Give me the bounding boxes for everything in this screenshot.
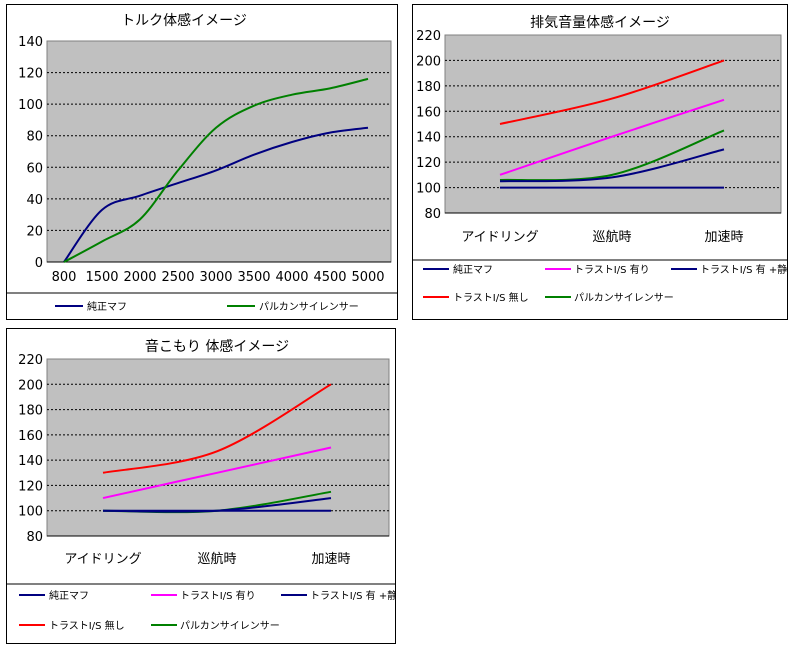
chart-title: トルク体感イメージ <box>121 12 247 29</box>
muffled-sound-chart: 音こもり 体感イメージ 80 100 120 140 160 180 200 220 アイドリ… <box>7 338 437 632</box>
x-tick-label: 3000 <box>199 270 232 285</box>
y-tick-label: 160 <box>18 429 43 444</box>
y-tick-labels: 80 100 120 140 160 180 200 220 <box>18 353 43 545</box>
chart-title: 排気音量体感イメージ <box>530 14 670 31</box>
legend-label-parcan: パルカンサイレンサー <box>180 620 280 632</box>
series-line <box>102 383 332 474</box>
x-tick-label: 巡航時 <box>592 229 631 245</box>
x-tick-label: 4000 <box>275 270 308 285</box>
y-tick-label: 100 <box>416 182 441 197</box>
torque-chart-panel: トルク体感イメージ 0 20 40 60 80 100 120 140 800 1500 2000… <box>6 4 398 320</box>
x-tick-label: 2500 <box>161 270 194 285</box>
muffled-sound-chart-panel: 音こもり 体感イメージ 80 100 120 140 160 180 200 220 アイドリ… <box>6 328 437 644</box>
legend-label-parcan: パルカンサイレンサー <box>259 301 359 313</box>
x-tick-labels: 800 1500 2000 2500 3000 3500 4000 4500 5000 <box>52 270 385 285</box>
x-tick-label: 3500 <box>237 270 270 285</box>
series-lines <box>102 383 332 514</box>
legend-label-trust-ari: トラストI/S 有り <box>574 263 650 276</box>
series-line <box>499 98 725 176</box>
x-tick-label: 1500 <box>85 270 118 285</box>
gridlines <box>47 72 391 263</box>
x-tick-label: 加速時 <box>704 230 743 245</box>
series-lines <box>499 59 725 189</box>
y-tick-label: 180 <box>18 404 43 419</box>
plot-area <box>46 358 390 537</box>
x-tick-label: アイドリング <box>461 230 538 245</box>
y-tick-label: 180 <box>416 80 441 95</box>
y-tick-label: 0 <box>35 256 43 271</box>
series-line <box>63 77 369 263</box>
x-tick-label: アイドリング <box>64 552 141 567</box>
x-tick-label: 2000 <box>123 270 156 285</box>
y-tick-label: 200 <box>416 54 441 69</box>
y-tick-label: 100 <box>18 98 43 113</box>
y-tick-label: 140 <box>416 131 441 146</box>
series-line <box>499 59 725 125</box>
y-tick-label: 100 <box>18 505 43 520</box>
exhaust-volume-chart: 排気音量体感イメージ 80 100 120 140 160 180 200 220 アイドリン… <box>413 14 792 304</box>
legend-label-trust-ari: トラストI/S 有り <box>180 589 256 602</box>
legend: 純正マフ パルカンサイレンサー <box>55 300 359 313</box>
x-tick-label: 5000 <box>351 270 384 285</box>
y-tick-label: 140 <box>18 454 43 469</box>
x-tick-label: 加速時 <box>311 552 350 567</box>
y-tick-label: 120 <box>416 156 441 171</box>
plot-area <box>444 34 782 214</box>
series-line <box>102 497 332 513</box>
torque-chart: トルク体感イメージ 0 20 40 60 80 100 120 140 800 1500 2000… <box>7 12 397 313</box>
legend: 純正マフ トラストI/S 有り トラストI/S 有 +静音パイプ トラストI/S… <box>19 589 437 632</box>
legend-label-trust-nashi: トラストI/S 無し <box>49 619 125 632</box>
legend-label-trust-nashi: トラストI/S 無し <box>453 291 529 304</box>
y-tick-label: 120 <box>18 479 43 494</box>
gridlines <box>47 383 389 537</box>
plot-area <box>46 40 392 263</box>
chart-title: 音こもり 体感イメージ <box>145 338 289 355</box>
y-tick-label: 140 <box>18 35 43 50</box>
y-tick-label: 20 <box>26 224 43 239</box>
x-tick-label: 4500 <box>313 270 346 285</box>
x-category-labels: アイドリング 巡航時 加速時 <box>461 229 743 245</box>
y-tick-label: 160 <box>416 105 441 120</box>
legend-label-jyunsei: 純正マフ <box>49 589 89 602</box>
legend-label-parcan: パルカンサイレンサー <box>574 292 674 304</box>
legend-label-jyunsei: 純正マフ <box>453 263 493 276</box>
y-tick-label: 220 <box>416 29 441 44</box>
exhaust-volume-chart-panel: 排気音量体感イメージ 80 100 120 140 160 180 200 220 アイドリン… <box>412 4 792 320</box>
y-tick-label: 60 <box>26 161 43 176</box>
series-line <box>499 148 725 183</box>
y-tick-label: 200 <box>18 378 43 393</box>
series-line <box>499 129 725 182</box>
series-lines <box>63 77 369 263</box>
y-tick-label: 80 <box>424 207 441 222</box>
series-line <box>63 126 369 263</box>
legend-label-jyunsei: 純正マフ <box>87 300 127 313</box>
y-tick-label: 40 <box>26 193 43 208</box>
legend-label-trust-pipe: トラストI/S 有 +静音パイプ <box>310 589 395 602</box>
y-tick-labels: 0 20 40 60 80 100 120 140 <box>18 35 43 271</box>
y-tick-label: 220 <box>18 353 43 368</box>
y-tick-label: 120 <box>18 67 43 82</box>
legend-label-trust-pipe: トラストI/S 有 +静音パイプ <box>700 263 787 276</box>
x-tick-label: 巡航時 <box>197 551 236 567</box>
legend: 純正マフ トラストI/S 有り トラストI/S 有 +静音パイプ トラストI/S… <box>423 263 792 304</box>
y-tick-labels: 80 100 120 140 160 180 200 220 <box>416 29 441 222</box>
x-category-labels: アイドリング 巡航時 加速時 <box>64 551 350 567</box>
y-tick-label: 80 <box>26 130 43 145</box>
x-tick-label: 800 <box>52 270 77 285</box>
series-line <box>102 446 332 500</box>
y-tick-label: 80 <box>26 530 43 545</box>
